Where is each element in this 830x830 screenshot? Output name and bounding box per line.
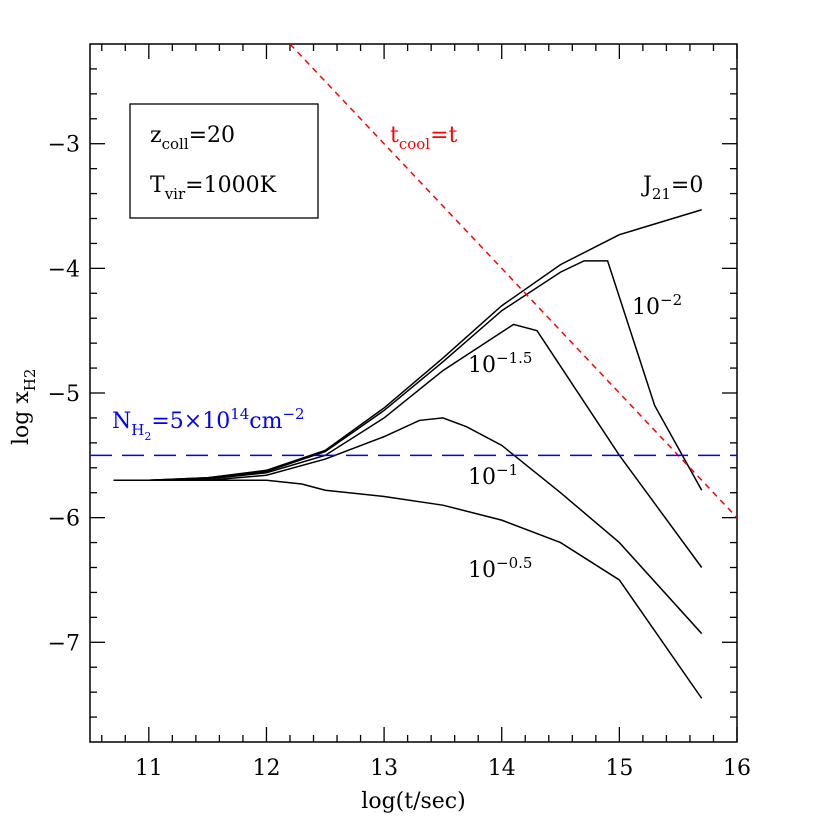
box-text-part: =20: [189, 123, 235, 148]
y-axis-label-part: H2: [21, 369, 39, 392]
y-tick-label: −7: [48, 631, 80, 656]
line: [113, 209, 702, 481]
y-axis-label-part: log x: [9, 391, 34, 445]
x-tick-label: 16: [723, 756, 751, 781]
y-tick-label: −6: [48, 507, 80, 532]
box-text-part: =1000K: [185, 173, 276, 198]
line-label-part: −2: [282, 405, 304, 423]
annotation-box: [129, 103, 319, 219]
y-axis-label: log xH2: [9, 369, 39, 445]
box-text-part: vir: [164, 185, 186, 203]
line-label-part: =t: [430, 123, 457, 148]
line: [113, 260, 703, 491]
line: [113, 323, 703, 568]
y-tick-label: −3: [48, 133, 80, 158]
line-label: NH2=5×1014cm−2: [112, 405, 305, 443]
x-axis-label: log(t/sec): [361, 789, 465, 814]
x-tick-label: 12: [252, 756, 280, 781]
x-tick-label: 11: [135, 756, 163, 781]
y-tick-label: −5: [48, 382, 80, 407]
series-label-part: J: [641, 173, 652, 198]
line-label-part: 14: [230, 405, 249, 423]
y-tick-label: −4: [48, 257, 80, 282]
series-label-part: =0: [671, 173, 703, 198]
box-text-part: z: [150, 123, 162, 148]
series-label-part: 21: [652, 185, 671, 203]
line-label-part: t: [390, 123, 399, 148]
series-label-part: −2: [660, 291, 682, 309]
series-label: 10−1: [468, 461, 518, 490]
series-label: 10−2: [632, 291, 682, 320]
series-label-part: −1.5: [496, 349, 532, 367]
box-text-part: T: [150, 173, 165, 198]
series-label-part: 10: [632, 295, 660, 320]
series-label-part: 10: [468, 558, 496, 583]
series-label: 10−0.5: [468, 554, 532, 583]
x-tick-label: 13: [370, 756, 398, 781]
line-label-part: cool: [399, 135, 430, 153]
series-label: J21=0: [641, 173, 703, 203]
line-label-part: 2: [144, 430, 151, 443]
line-label-part: =5×10: [151, 409, 230, 434]
x-tick-label: 14: [488, 756, 516, 781]
line: [113, 479, 703, 699]
box-text-part: coll: [162, 135, 189, 153]
line-label-part: cm: [249, 409, 282, 434]
series-label-part: −1: [496, 461, 518, 479]
series-label-part: 10: [468, 465, 496, 490]
line-label-part: N: [112, 409, 131, 434]
line-label: tcool=t: [390, 123, 458, 153]
series-label-part: −0.5: [496, 554, 532, 572]
line: [113, 417, 703, 635]
series-label-part: 10: [468, 353, 496, 378]
box-text: zcoll=20: [150, 123, 235, 153]
line-label-part: H: [131, 421, 144, 439]
x-tick-label: 15: [605, 756, 633, 781]
box-text: Tvir=1000K: [150, 173, 277, 203]
series-label: 10−1.5: [468, 349, 532, 378]
line: [289, 44, 737, 519]
